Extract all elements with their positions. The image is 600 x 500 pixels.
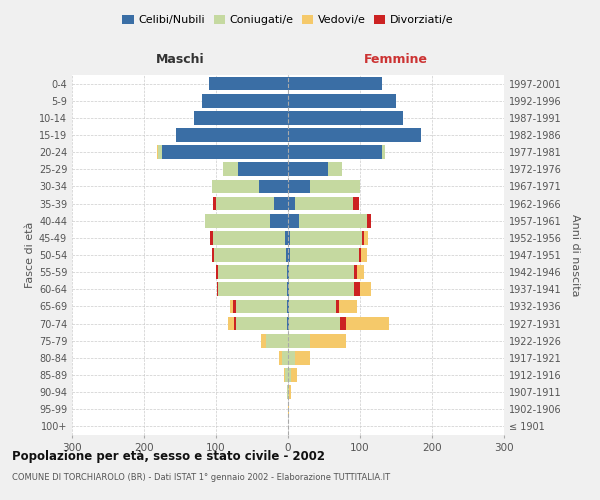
- Bar: [282, 351, 288, 364]
- Bar: [310, 334, 346, 347]
- Bar: [212, 248, 214, 262]
- Bar: [346, 316, 389, 330]
- Bar: [288, 76, 382, 90]
- Bar: [218, 266, 287, 279]
- Bar: [288, 402, 289, 416]
- Bar: [236, 300, 287, 314]
- Text: Maschi: Maschi: [155, 54, 205, 66]
- Bar: [288, 94, 396, 108]
- Bar: [287, 266, 288, 279]
- Bar: [286, 248, 288, 262]
- Bar: [162, 146, 288, 159]
- Bar: [288, 368, 291, 382]
- Bar: [230, 300, 233, 314]
- Bar: [288, 128, 421, 142]
- Bar: [218, 282, 287, 296]
- Bar: [288, 334, 310, 347]
- Bar: [362, 231, 364, 244]
- Bar: [290, 231, 362, 244]
- Bar: [353, 196, 359, 210]
- Bar: [288, 300, 289, 314]
- Bar: [270, 214, 288, 228]
- Bar: [228, 316, 234, 330]
- Bar: [287, 282, 288, 296]
- Bar: [236, 316, 287, 330]
- Bar: [299, 214, 367, 228]
- Bar: [288, 111, 403, 124]
- Bar: [339, 300, 357, 314]
- Bar: [290, 248, 359, 262]
- Bar: [289, 282, 354, 296]
- Bar: [310, 180, 360, 194]
- Bar: [213, 231, 285, 244]
- Bar: [336, 300, 339, 314]
- Bar: [364, 231, 368, 244]
- Bar: [288, 180, 310, 194]
- Bar: [234, 316, 236, 330]
- Bar: [288, 266, 289, 279]
- Bar: [357, 266, 364, 279]
- Legend: Celibi/Nubili, Coniugati/e, Vedovi/e, Divorziati/e: Celibi/Nubili, Coniugati/e, Vedovi/e, Di…: [118, 10, 458, 30]
- Bar: [217, 282, 218, 296]
- Bar: [216, 266, 218, 279]
- Text: COMUNE DI TORCHIAROLO (BR) - Dati ISTAT 1° gennaio 2002 - Elaborazione TUTTITALI: COMUNE DI TORCHIAROLO (BR) - Dati ISTAT …: [12, 472, 390, 482]
- Bar: [288, 351, 295, 364]
- Bar: [328, 162, 342, 176]
- Bar: [260, 334, 266, 347]
- Bar: [287, 316, 288, 330]
- Bar: [361, 248, 367, 262]
- Bar: [259, 180, 288, 194]
- Bar: [209, 76, 288, 90]
- Bar: [288, 248, 290, 262]
- Bar: [359, 248, 361, 262]
- Bar: [214, 248, 286, 262]
- Bar: [213, 196, 216, 210]
- Bar: [288, 282, 289, 296]
- Bar: [288, 214, 299, 228]
- Bar: [291, 368, 296, 382]
- Bar: [194, 111, 288, 124]
- Bar: [285, 368, 288, 382]
- Bar: [382, 146, 385, 159]
- Bar: [289, 266, 354, 279]
- Bar: [274, 196, 288, 210]
- Bar: [280, 351, 282, 364]
- Y-axis label: Fasce di età: Fasce di età: [25, 222, 35, 288]
- Bar: [157, 146, 158, 159]
- Bar: [238, 162, 288, 176]
- Bar: [354, 266, 357, 279]
- Bar: [295, 196, 353, 210]
- Bar: [287, 386, 288, 399]
- Bar: [289, 316, 340, 330]
- Bar: [266, 334, 288, 347]
- Bar: [287, 300, 288, 314]
- Bar: [367, 214, 371, 228]
- Text: Femmine: Femmine: [364, 54, 428, 66]
- Bar: [212, 180, 259, 194]
- Bar: [340, 316, 346, 330]
- Bar: [202, 94, 288, 108]
- Bar: [223, 162, 238, 176]
- Bar: [284, 368, 285, 382]
- Bar: [289, 386, 291, 399]
- Bar: [288, 196, 295, 210]
- Bar: [360, 282, 371, 296]
- Bar: [233, 300, 236, 314]
- Bar: [176, 128, 288, 142]
- Bar: [289, 300, 336, 314]
- Bar: [216, 196, 274, 210]
- Bar: [285, 231, 288, 244]
- Bar: [295, 351, 310, 364]
- Bar: [288, 386, 289, 399]
- Text: Popolazione per età, sesso e stato civile - 2002: Popolazione per età, sesso e stato civil…: [12, 450, 325, 463]
- Bar: [158, 146, 162, 159]
- Y-axis label: Anni di nascita: Anni di nascita: [570, 214, 580, 296]
- Bar: [288, 162, 328, 176]
- Bar: [205, 214, 270, 228]
- Bar: [288, 146, 382, 159]
- Bar: [209, 231, 213, 244]
- Bar: [288, 316, 289, 330]
- Bar: [288, 231, 290, 244]
- Bar: [354, 282, 360, 296]
